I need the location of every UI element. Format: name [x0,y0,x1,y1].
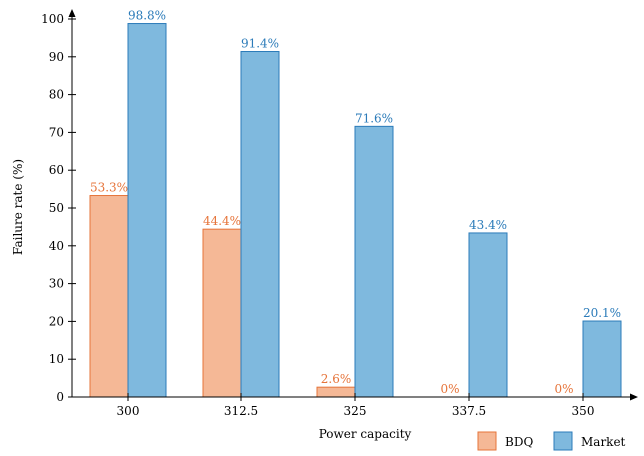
data-label-market-325: 71.6% [355,111,393,125]
y-tick-label-100: 100 [41,12,64,26]
data-label-bdq-337.5: 0% [440,382,459,396]
bars-group [89,23,622,398]
y-tick-label-0: 0 [56,390,64,404]
y-tick-label-90: 90 [49,50,64,64]
bar-bdq-300 [89,195,129,398]
x-tick-label-350: 350 [572,404,595,418]
y-tick-label-10: 10 [49,352,64,366]
data-label-bdq-350: 0% [554,382,573,396]
legend-label-bdq: BDQ [505,435,533,449]
x-tick-label-300: 300 [117,404,140,418]
bar-bdq-325 [316,386,356,398]
axes-group: 0 10 20 30 40 50 60 70 80 90 100 300 312.5 325 337.5 35… [41,9,638,418]
y-axis-arrow [68,9,76,17]
bar-bdq-312.5 [202,228,242,398]
data-label-market-350: 20.1% [583,306,621,320]
legend-label-market: Market [581,435,626,449]
bar-market-312.5 [240,51,280,398]
data-label-market-300: 98.8% [128,9,166,23]
bar-market-350 [582,320,622,398]
x-tick-label-312.5: 312.5 [224,404,258,418]
bar-market-337.5 [468,232,508,398]
data-label-bdq-325: 2.6% [321,372,352,386]
y-tick-label-40: 40 [49,239,64,253]
bar-market-325 [354,125,394,398]
y-tick-label-70: 70 [49,125,64,139]
x-tick-label-325: 325 [344,404,367,418]
x-axis-arrow [630,393,638,401]
legend: BDQ Market [477,431,626,451]
data-label-bdq-300: 53.3% [90,181,128,195]
y-tick-label-30: 30 [49,277,64,291]
data-label-bdq-312.5: 44.4% [203,214,241,228]
data-labels-group: 53.3% 44.4% 2.6% 0% 0% 98.8% 91.4% 71.6% 43.4% 20… [90,9,621,396]
y-tick-label-80: 80 [49,88,64,102]
legend-swatch-market [553,431,573,451]
data-label-market-337.5: 43.4% [469,218,507,232]
y-tick-label-50: 50 [49,201,64,215]
y-tick-label-60: 60 [49,163,64,177]
bar-market-300 [127,23,167,398]
legend-swatch-bdq [477,431,497,451]
data-label-market-312.5: 91.4% [241,37,279,51]
y-tick-label-20: 20 [49,314,64,328]
x-axis-title: Power capacity [319,427,412,441]
x-tick-label-337.5: 337.5 [452,404,486,418]
y-axis-title: Failure rate (%) [11,159,25,255]
